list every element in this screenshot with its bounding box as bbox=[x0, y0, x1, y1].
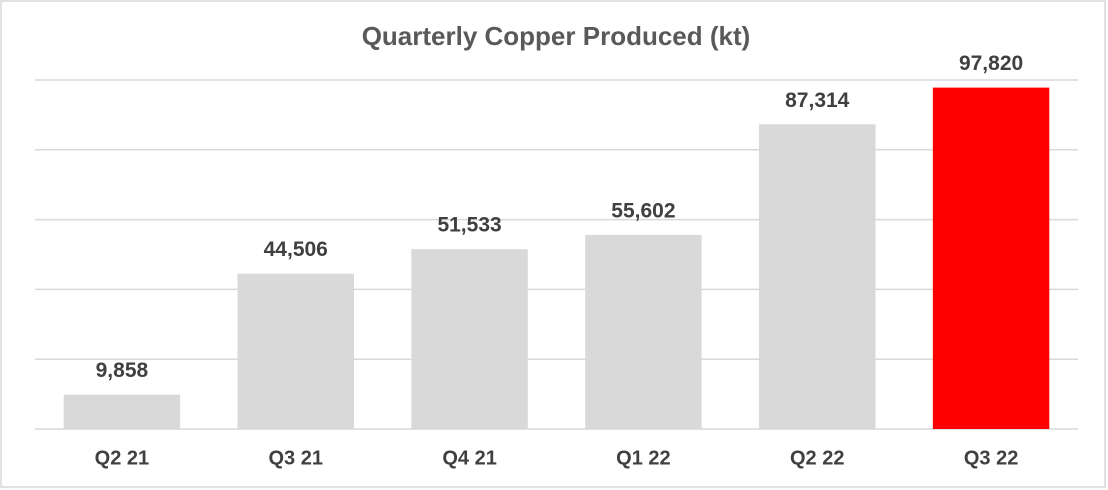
x-tick-label: Q2 22 bbox=[790, 447, 844, 469]
bar bbox=[63, 394, 181, 429]
x-tick-label: Q2 21 bbox=[95, 447, 149, 469]
value-label: 97,820 bbox=[959, 52, 1023, 75]
x-tick-label: Q3 21 bbox=[269, 447, 323, 469]
value-label: 55,602 bbox=[611, 199, 675, 222]
chart-title: Quarterly Copper Produced (kt) bbox=[362, 21, 751, 51]
value-label: 87,314 bbox=[785, 89, 850, 112]
value-label: 51,533 bbox=[437, 214, 501, 237]
bar bbox=[411, 249, 528, 429]
bar bbox=[237, 273, 354, 429]
value-label: 9,858 bbox=[96, 359, 149, 382]
x-tick-label: Q1 22 bbox=[616, 447, 670, 469]
x-tick-label: Q3 22 bbox=[964, 447, 1018, 469]
value-label: 44,506 bbox=[264, 238, 328, 261]
bar bbox=[585, 234, 702, 429]
bar bbox=[759, 124, 876, 429]
x-tick-label: Q4 21 bbox=[442, 447, 496, 469]
bar bbox=[932, 87, 1050, 429]
